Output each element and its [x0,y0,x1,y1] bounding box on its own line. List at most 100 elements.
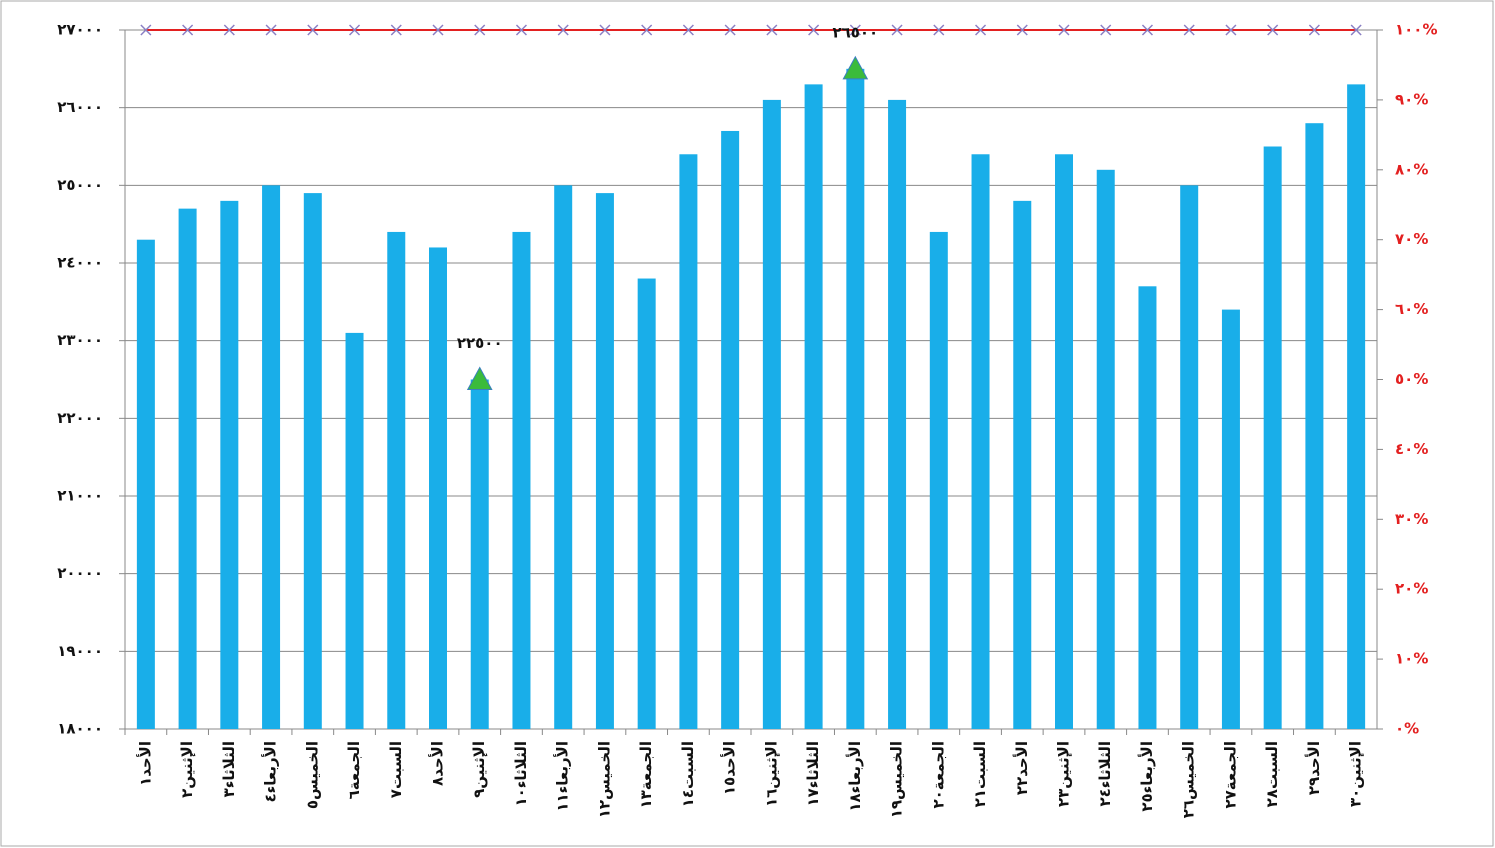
bar [262,185,281,730]
data-label: ٢٦٥٠٠ [832,23,878,41]
marker [515,24,527,36]
marker [349,24,361,36]
y-tick-label: ٢١٠٠٠ [57,487,103,505]
bar [387,231,406,729]
marker [1267,24,1279,36]
x-tick-label: الأحد٨ [429,741,447,786]
bar [1347,84,1366,729]
marker [474,24,486,36]
bar [929,231,948,729]
x-tick-label: السبت٧ [387,741,405,798]
y-tick-label: ٢٢٠٠٠ [57,409,103,427]
marker [842,55,869,80]
x-tick-label: الأحد٢٩ [1305,741,1323,795]
x-tick-label: الجمعة١٣ [637,741,655,809]
y2-tick-label: ١٠٠% [1395,21,1438,39]
y-tick-label: ٢٠٠٠٠ [57,564,103,582]
y-tick-label: ١٨٠٠٠ [57,720,103,738]
bar [429,247,447,729]
marker [265,24,277,36]
x-tick-label: السبت١٤ [679,741,697,807]
x-tick-label: الإثنين٣٠ [1347,741,1365,807]
y2-tick-label: ٠% [1395,720,1419,738]
marker [557,24,569,36]
marker [1308,24,1320,36]
bar [1096,169,1115,730]
y2-tick-label: ٤٠% [1395,440,1428,458]
bar [971,154,990,729]
x-tick-label: الأحد٢٢ [1013,741,1031,795]
bar [136,239,155,729]
x-tick-label: الخميس٥ [303,741,321,809]
bar [762,99,781,729]
marker [724,24,736,36]
y2-tick-label: ٥٠% [1395,370,1428,388]
x-tick-label: الإثنين٩ [470,741,488,798]
marker [1141,24,1154,36]
y-tick-label: ٢٥٠٠٠ [57,176,103,194]
x-tick-label: الإثنين١٦ [762,741,780,807]
bar [178,208,197,730]
y2-tick-label: ٦٠% [1395,300,1428,318]
y-tick-label: ٢٧٠٠٠ [57,21,103,39]
x-tick-label: الجمعة٦ [345,741,363,799]
x-tick-label: الثلاثاء١٧ [804,741,822,807]
bar [470,379,489,729]
bar [595,193,614,730]
marker [1100,24,1112,36]
bar [220,200,239,729]
marker [766,24,778,36]
bar [721,130,740,729]
y2-tick-label: ٩٠% [1395,90,1428,108]
marker [140,24,152,36]
y2-tick-label: ٣٠% [1395,510,1428,528]
marker [599,24,611,36]
y2-tick-label: ١٠% [1395,650,1428,668]
bar [888,99,907,729]
x-tick-label: الخميس١٩ [888,741,906,818]
bar [1013,200,1032,729]
marker [682,24,694,36]
bar [512,231,531,729]
y-tick-label: ٢٦٠٠٠ [57,98,103,116]
marker [390,24,402,36]
marker [1225,24,1237,36]
x-tick-label: الجمعة٢٧ [1221,741,1239,809]
marker [182,24,194,36]
marker [641,24,653,36]
marker [1350,24,1362,36]
data-label: ٢٢٥٠٠ [457,334,503,352]
y2-tick-label: ٧٠% [1395,230,1428,248]
bar [804,84,823,729]
bar [679,154,698,729]
bar [1055,154,1073,729]
bar [1138,286,1157,729]
marker [975,24,987,36]
y-tick-label: ٢٤٠٠٠ [57,254,103,272]
marker [808,24,820,36]
marker [1058,24,1070,36]
marker [223,24,235,36]
marker [849,24,861,36]
x-tick-label: الخميس١٢ [595,741,613,818]
marker [891,24,903,36]
x-tick-label: الثلاثاء٢٤ [1096,741,1114,807]
x-tick-label: الأحد١ [136,741,154,786]
bar [303,193,322,730]
y2-tick-label: ٨٠% [1395,160,1428,178]
bar [345,332,364,729]
x-tick-label: الخميس٢٦ [1180,741,1198,818]
x-tick-label: الثلاثاء١٠ [512,741,530,807]
x-tick-label: الأربعاء١١ [554,741,572,812]
x-tick-label: السبت٢١ [971,741,989,807]
x-tick-label: الأربعاء١٨ [846,741,864,812]
x-tick-label: الأربعاء٢٥ [1138,741,1156,812]
marker [1016,24,1028,36]
y-tick-label: ١٩٠٠٠ [57,642,103,660]
marker [1183,24,1195,36]
x-tick-label: الأربعاء٤ [262,741,280,803]
marker [933,24,945,36]
bar [1263,146,1282,729]
